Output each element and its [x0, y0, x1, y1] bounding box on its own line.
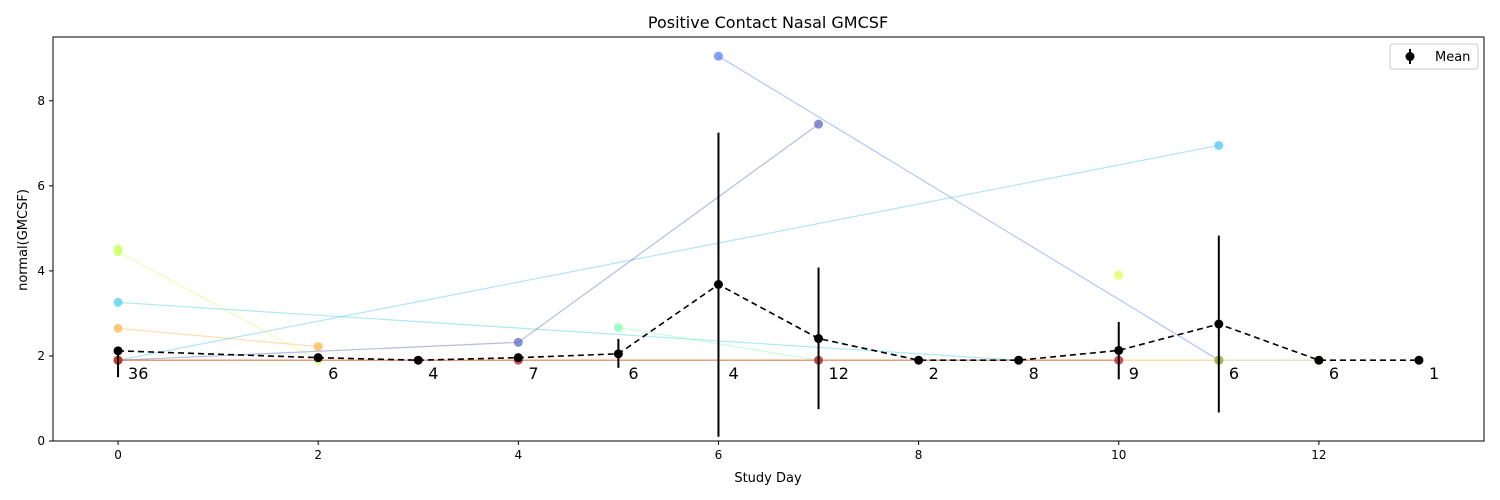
x-tick-label-4: 8: [915, 448, 923, 462]
count-label-8: 8: [1029, 364, 1039, 383]
mean-point-2: [413, 355, 423, 365]
subject-point-5-2: [814, 119, 824, 129]
count-label-9: 9: [1129, 364, 1139, 383]
legend: Mean: [1389, 43, 1479, 70]
count-label-10: 6: [1229, 364, 1239, 383]
legend-box: [1389, 43, 1479, 70]
subject-line-7: [718, 55, 1220, 361]
y-tick-label-1: 2: [37, 349, 45, 363]
count-label-6: 12: [829, 364, 849, 383]
mean-point-0: [113, 346, 123, 356]
mean-point-1: [313, 353, 323, 363]
y-tick-label-4: 8: [37, 94, 45, 108]
x-tick-label-3: 6: [715, 448, 723, 462]
count-label-5: 4: [728, 364, 738, 383]
count-label-12: 1: [1429, 364, 1439, 383]
mean-point-10: [1214, 319, 1224, 329]
subject-line-4: [118, 301, 1019, 361]
mean-point-11: [1314, 355, 1324, 365]
count-label-1: 6: [328, 364, 338, 383]
mean-point-12: [1414, 355, 1424, 365]
subject-point-5-1: [513, 337, 523, 347]
subject-point-4-0: [113, 297, 123, 307]
subject-point-6-0: [613, 322, 623, 332]
mean-point-3: [513, 353, 523, 363]
mean-point-8: [1014, 355, 1024, 365]
count-label-3: 7: [528, 364, 538, 383]
y-tick-label-3: 6: [37, 179, 45, 193]
x-tick-label-2: 4: [515, 448, 523, 462]
count-label-7: 2: [929, 364, 939, 383]
x-tick-label-5: 10: [1111, 448, 1126, 462]
x-tick-label-0: 0: [114, 448, 122, 462]
legend-label-mean: Mean: [1435, 50, 1470, 65]
y-axis-title: normal(GMCSF): [16, 189, 31, 291]
subject-point-0-0: [113, 323, 123, 333]
subject-point-3-1: [1214, 140, 1224, 150]
x-axis-title: Study Day: [734, 471, 802, 486]
count-label-2: 4: [428, 364, 438, 383]
chart-title: Positive Contact Nasal GMCSF: [648, 13, 888, 32]
count-label-0: 36: [128, 364, 148, 383]
subject-point-0-1: [313, 342, 323, 352]
y-tick-label-2: 4: [37, 264, 45, 278]
legend-mean-marker: [1405, 52, 1415, 61]
subject-line-0: [117, 327, 319, 348]
mean-point-9: [1114, 345, 1124, 355]
mean-point-5: [713, 280, 723, 290]
subject-line-1: [117, 251, 319, 361]
mean-point-7: [914, 355, 924, 365]
x-tick-label-1: 2: [314, 448, 322, 462]
subject-point-2-0: [113, 244, 123, 254]
subject-line-3: [117, 144, 1219, 361]
count-label-11: 6: [1329, 364, 1339, 383]
y-tick-label-0: 0: [37, 434, 45, 448]
count-label-4: 6: [628, 364, 638, 383]
subject-point-8-0: [1114, 270, 1124, 280]
plot-frame: [52, 36, 1485, 442]
x-tick-label-6: 12: [1311, 448, 1326, 462]
subject-point-7-0: [713, 51, 723, 61]
mean-point-6: [814, 334, 824, 344]
mean-point-4: [613, 349, 623, 359]
